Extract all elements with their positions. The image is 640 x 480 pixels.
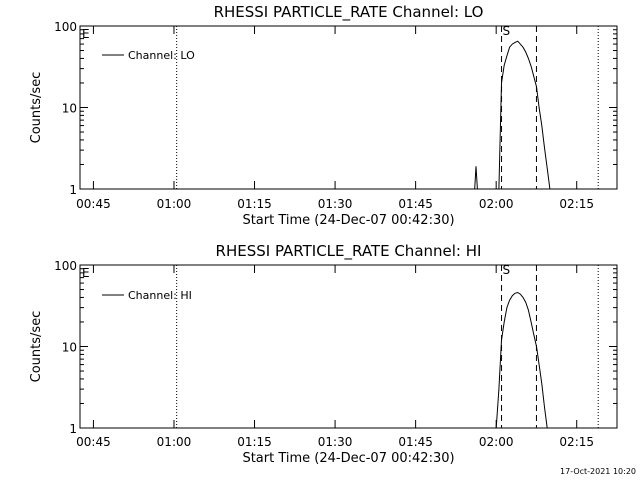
x-tick-label: 01:00 bbox=[157, 197, 192, 211]
y-axis-label: Counts/sec bbox=[29, 72, 44, 144]
x-tick-label: 01:00 bbox=[157, 435, 192, 449]
x-tick-label: 01:15 bbox=[237, 435, 272, 449]
x-axis-label: Start Time (24-Dec-07 00:42:30) bbox=[242, 213, 454, 228]
marker-label-s: S bbox=[503, 24, 511, 38]
series-line-1 bbox=[495, 291, 548, 429]
x-tick-label: 01:45 bbox=[398, 197, 433, 211]
footer-timestamp: 17-Oct-2021 10:20 bbox=[560, 467, 636, 476]
y-tick-label: 100 bbox=[54, 20, 77, 34]
x-tick-label: 02:15 bbox=[559, 197, 594, 211]
y-tick-label: 1 bbox=[69, 183, 77, 197]
y-axis-label: Counts/sec bbox=[29, 311, 44, 383]
x-tick-label: 00:45 bbox=[76, 197, 111, 211]
x-tick-label: 02:00 bbox=[479, 435, 514, 449]
y-tick-label: 10 bbox=[62, 341, 77, 355]
legend-entry: Channel: LO bbox=[128, 49, 195, 62]
marker-label-e: E bbox=[82, 266, 90, 280]
chart-title: RHESSI PARTICLE_RATE Channel: HI bbox=[216, 242, 482, 261]
y-tick-label: 10 bbox=[62, 102, 77, 116]
x-tick-label: 00:45 bbox=[76, 435, 111, 449]
x-tick-label: 01:45 bbox=[398, 435, 433, 449]
series-line-1 bbox=[474, 40, 551, 190]
chart-panel-1: RHESSI PARTICLE_RATE Channel: LO 00:45 01:… bbox=[29, 3, 618, 228]
legend-entry: Channel: HI bbox=[128, 289, 192, 302]
x-tick-label: 01:30 bbox=[318, 435, 353, 449]
x-axis-label: Start Time (24-Dec-07 00:42:30) bbox=[242, 451, 454, 466]
y-tick-label: 1 bbox=[69, 422, 77, 436]
marker-label-e: E bbox=[82, 27, 90, 41]
chart-panel-2: RHESSI PARTICLE_RATE Channel: HI 00:45 01:… bbox=[29, 242, 618, 466]
x-tick-label: 01:30 bbox=[318, 197, 353, 211]
y-tick-label: 100 bbox=[54, 259, 77, 273]
x-tick-label: 02:00 bbox=[479, 197, 514, 211]
marker-label-s: S bbox=[503, 263, 511, 277]
x-tick-label: 02:15 bbox=[559, 435, 594, 449]
chart-title: RHESSI PARTICLE_RATE Channel: LO bbox=[214, 3, 484, 22]
x-tick-label: 01:15 bbox=[237, 197, 272, 211]
